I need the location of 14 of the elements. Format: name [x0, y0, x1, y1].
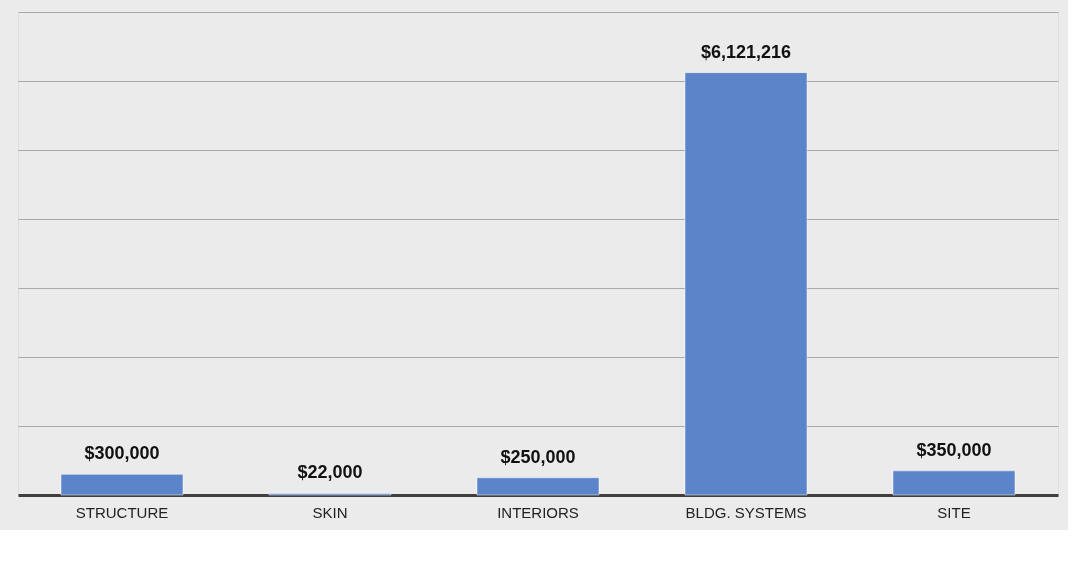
bar	[60, 474, 184, 496]
data-label: $350,000	[916, 439, 992, 460]
data-label: $250,000	[500, 446, 576, 467]
data-label: $300,000	[84, 443, 160, 464]
x-tick-label: SKIN	[312, 503, 348, 521]
data-label: $22,000	[297, 462, 363, 483]
x-tick-label: BLDG. SYSTEMS	[685, 503, 807, 521]
bar	[684, 72, 808, 496]
x-tick-label: STRUCTURE	[75, 503, 169, 521]
data-label: $6,121,216	[700, 41, 792, 62]
bar	[476, 477, 600, 496]
x-tick-label: SITE	[937, 503, 971, 521]
x-tick-label: INTERIORS	[497, 503, 579, 521]
bar	[892, 470, 1016, 496]
